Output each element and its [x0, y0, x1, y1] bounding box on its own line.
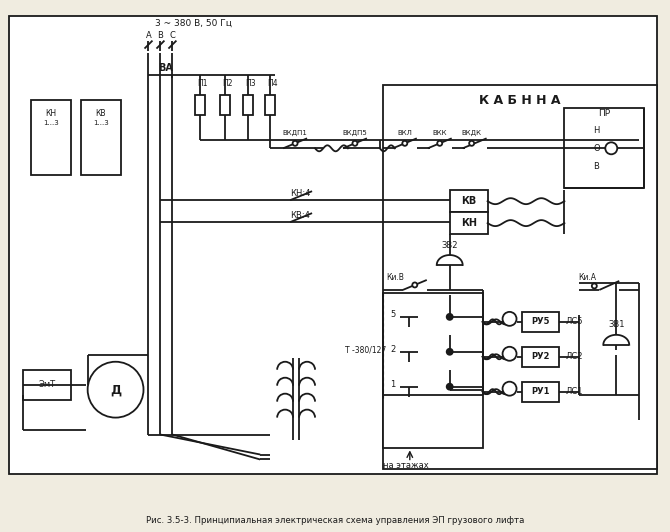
Text: 1...3: 1...3: [43, 120, 58, 127]
Bar: [220, 95, 230, 115]
Text: ПР: ПР: [598, 109, 610, 118]
Text: 1...3: 1...3: [92, 120, 109, 127]
Bar: [521, 312, 559, 332]
Circle shape: [469, 141, 474, 146]
Text: ЗВ1: ЗВ1: [608, 320, 624, 329]
Text: ЛС2: ЛС2: [565, 352, 583, 361]
Text: КН: КН: [461, 218, 476, 228]
Text: 1: 1: [390, 380, 395, 389]
Text: КВ: КВ: [461, 196, 476, 206]
Circle shape: [88, 362, 143, 418]
Bar: [23, 370, 71, 400]
Bar: [31, 101, 71, 175]
Text: Ки.А: Ки.А: [578, 273, 596, 282]
Text: П2: П2: [222, 79, 232, 88]
Bar: [450, 190, 488, 212]
Text: КН: КН: [45, 109, 56, 118]
Bar: [521, 347, 559, 367]
Text: 3 ~ 380 В, 50 Гц: 3 ~ 380 В, 50 Гц: [155, 19, 232, 28]
Text: ЛС5: ЛС5: [565, 318, 583, 326]
Circle shape: [447, 349, 453, 355]
Circle shape: [502, 312, 517, 326]
Bar: [265, 95, 275, 115]
Text: Н: Н: [593, 126, 600, 135]
Bar: [196, 95, 205, 115]
Bar: [450, 212, 488, 234]
Text: П4: П4: [267, 79, 277, 88]
Bar: [80, 101, 121, 175]
Text: ВКДК: ВКДК: [462, 130, 482, 136]
Circle shape: [502, 381, 517, 396]
Text: В: В: [594, 162, 599, 171]
Text: ЗВ2: ЗВ2: [442, 240, 458, 250]
Text: Ки.В: Ки.В: [386, 273, 404, 282]
Text: Д: Д: [110, 383, 121, 396]
Text: Рис. 3.5-3. Принципиальная электрическая схема управления ЭП грузового лифта: Рис. 3.5-3. Принципиальная электрическая…: [146, 516, 524, 525]
Text: К А Б Н Н А: К А Б Н Н А: [479, 94, 560, 107]
Bar: [243, 95, 253, 115]
Text: РУ2: РУ2: [531, 352, 549, 361]
Circle shape: [447, 314, 453, 320]
Text: КВ:4: КВ:4: [290, 211, 310, 220]
Bar: [383, 293, 482, 447]
Text: Т -380/127: Т -380/127: [345, 345, 386, 354]
Circle shape: [293, 141, 297, 146]
Bar: [521, 381, 559, 402]
Text: КН:4: КН:4: [290, 189, 310, 198]
Text: В: В: [157, 31, 163, 40]
Circle shape: [412, 282, 417, 287]
Circle shape: [352, 141, 357, 146]
Text: А: А: [145, 31, 151, 40]
Circle shape: [402, 141, 407, 146]
Text: КВ: КВ: [95, 109, 106, 118]
Text: ВА: ВА: [158, 63, 173, 72]
Text: О: О: [593, 144, 600, 153]
Text: ВКДП5: ВКДП5: [342, 130, 367, 136]
Circle shape: [592, 284, 597, 288]
Text: ВКДП1: ВКДП1: [283, 130, 308, 136]
Text: 5: 5: [390, 310, 395, 319]
Text: П1: П1: [197, 79, 208, 88]
Circle shape: [605, 143, 617, 154]
Text: ЛС1: ЛС1: [565, 387, 583, 396]
Circle shape: [502, 347, 517, 361]
Bar: [9, 15, 657, 475]
Text: ВКЛ: ВКЛ: [397, 130, 412, 136]
Text: С: С: [170, 31, 176, 40]
Text: РУ5: РУ5: [531, 318, 549, 326]
Bar: [564, 109, 644, 188]
Text: ВКК: ВКК: [432, 130, 447, 136]
Text: ЭмТ: ЭмТ: [38, 380, 56, 389]
Circle shape: [438, 141, 442, 146]
Text: РУ1: РУ1: [531, 387, 549, 396]
Text: 2: 2: [390, 345, 395, 354]
Bar: [383, 86, 657, 469]
Text: П3: П3: [245, 79, 255, 88]
Text: на этажах: на этажах: [383, 461, 429, 470]
Circle shape: [447, 384, 453, 389]
